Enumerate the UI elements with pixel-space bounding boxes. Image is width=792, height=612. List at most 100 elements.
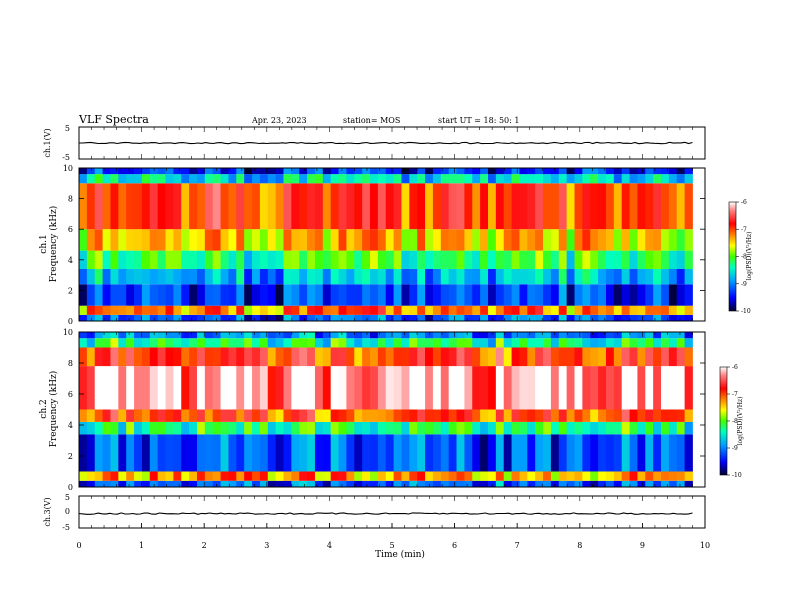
- spectrogram-cell: [543, 174, 552, 184]
- spectrogram-cell: [267, 229, 277, 251]
- spectrogram-cell: [464, 409, 473, 422]
- spectrogram-cell: [196, 314, 206, 321]
- spectrogram-cell: [637, 421, 646, 435]
- spectrogram-cell: [283, 409, 292, 422]
- spectrogram-cell: [338, 250, 347, 269]
- spectrogram-cell: [102, 347, 111, 367]
- spectrogram-cell: [236, 268, 245, 285]
- spectrogram-cell: [299, 332, 308, 339]
- spectrogram-cell: [653, 268, 662, 285]
- spectrogram-cell: [322, 229, 332, 251]
- spectrogram-cell: [653, 366, 662, 410]
- spectrogram-cell: [495, 338, 505, 348]
- spectrogram-cell: [338, 366, 347, 410]
- spectrogram-cell: [511, 229, 520, 251]
- spectrogram-cell: [244, 347, 253, 367]
- colorbar-tick-label: -7: [741, 226, 747, 233]
- spectrogram-cell: [173, 434, 182, 472]
- spectrogram-cell: [605, 229, 615, 251]
- spectrogram-cell: [165, 168, 174, 175]
- spectrogram-cell: [157, 366, 166, 410]
- spectrogram-cell: [141, 250, 151, 269]
- spectrogram-cell: [519, 268, 528, 285]
- spectrogram-cell: [574, 284, 583, 306]
- spectrogram-cell: [629, 268, 638, 285]
- spectrogram-cell: [322, 471, 332, 481]
- spectrogram-cell: [629, 305, 638, 315]
- spectrogram-cell: [259, 284, 269, 306]
- spectrogram-cell: [314, 284, 324, 306]
- spectrogram-cell: [464, 183, 473, 230]
- spectrogram-cell: [598, 421, 607, 435]
- spectrogram-cell: [244, 434, 253, 472]
- spectrogram-cell: [511, 183, 520, 230]
- spectrogram-cell: [590, 250, 599, 269]
- spectrogram-cell: [126, 347, 135, 367]
- spectrogram-cell: [291, 366, 300, 410]
- spectrogram-cell: [165, 366, 174, 410]
- spectrogram-cell: [417, 480, 426, 487]
- spectrogram-cell: [393, 174, 402, 184]
- spectrogram-cell: [94, 268, 103, 285]
- spectrogram-cell: [464, 366, 473, 410]
- spectrogram-cell: [425, 347, 434, 367]
- spectrogram-cell: [448, 229, 457, 251]
- spectrogram-cell: [307, 332, 316, 339]
- spectrogram-cell: [456, 471, 465, 481]
- spectrogram-cell: [118, 268, 127, 285]
- spectrogram-cell: [173, 338, 182, 348]
- spectrogram-cell: [377, 434, 387, 472]
- spectrogram-cell: [503, 168, 512, 175]
- spectrogram-cell: [527, 183, 536, 230]
- spectrogram-cell: [637, 229, 646, 251]
- spectrogram-cell: [629, 332, 638, 339]
- spectrogram-cell: [684, 421, 693, 435]
- spectrogram-cell: [417, 229, 426, 251]
- spectrogram-cell: [267, 421, 277, 435]
- spectrogram-cell: [291, 332, 300, 339]
- spectrogram-cell: [165, 338, 174, 348]
- spectrogram-cell: [189, 338, 198, 348]
- spectrogram-cell: [275, 471, 284, 481]
- spectrogram-cell: [393, 480, 402, 487]
- spectrogram-cell: [314, 314, 324, 321]
- spectrogram-cell: [314, 268, 324, 285]
- spectrogram-cell: [346, 480, 355, 487]
- spectrogram-cell: [684, 471, 693, 481]
- ch2-colorbar-label: log(PSD)(V²/Hz): [737, 397, 744, 446]
- spectrogram-cell: [346, 229, 355, 251]
- spectrogram-cell: [629, 314, 638, 321]
- spectrogram-cell: [204, 347, 214, 367]
- spectrogram-cell: [118, 183, 127, 230]
- spectrogram-cell: [661, 471, 670, 481]
- spectrogram-cell: [519, 471, 528, 481]
- spectrogram-cell: [385, 338, 395, 348]
- spectrogram-cell: [480, 421, 489, 435]
- spectrogram-cell: [661, 332, 670, 339]
- spectrogram-cell: [637, 347, 646, 367]
- spectrogram-cell: [322, 284, 332, 306]
- spectrogram-cell: [621, 168, 630, 175]
- spectrogram-cell: [621, 250, 630, 269]
- spectrogram-cell: [196, 168, 206, 175]
- spectrogram-cell: [141, 314, 151, 321]
- spectrogram-cell: [86, 305, 96, 315]
- spectrogram-cell: [566, 480, 575, 487]
- spectrogram-cell: [338, 305, 347, 315]
- spectrogram-cell: [362, 250, 371, 269]
- spectrogram-cell: [487, 284, 497, 306]
- spectrogram-cell: [149, 338, 159, 348]
- spectrogram-cell: [149, 268, 159, 285]
- spectrogram-cell: [527, 268, 536, 285]
- spectrogram-cell: [621, 268, 630, 285]
- spectrogram-cell: [425, 338, 434, 348]
- spectrogram-cell: [480, 314, 489, 321]
- spectrogram-cell: [118, 305, 127, 315]
- spectrogram-cell: [79, 347, 88, 367]
- spectrogram-cell: [173, 250, 182, 269]
- spectrogram-cell: [307, 168, 316, 175]
- spectrogram-cell: [440, 471, 450, 481]
- spectrogram-cell: [668, 183, 678, 230]
- spectrogram-cell: [480, 229, 489, 251]
- spectrogram-cell: [535, 366, 544, 410]
